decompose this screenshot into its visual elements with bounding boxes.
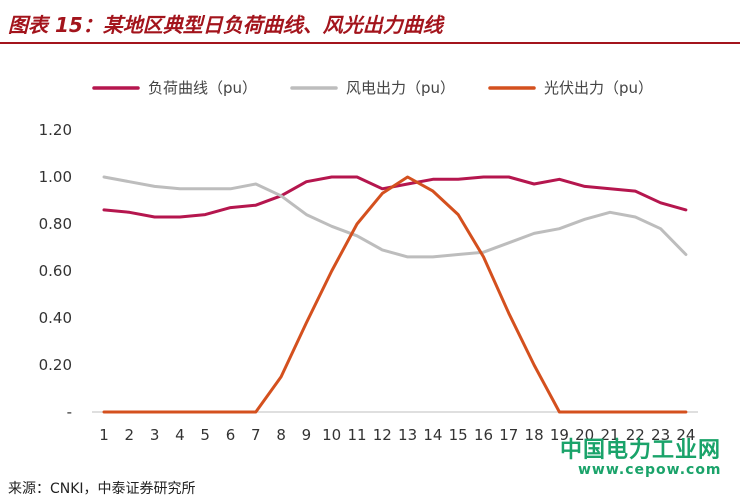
x-tick-label: 12 [373, 426, 392, 444]
y-tick-label: 0.60 [39, 262, 72, 280]
watermark-site-name: 中国电力工业网 [560, 438, 722, 463]
x-tick-label: 5 [200, 426, 210, 444]
x-tick-label: 19 [550, 426, 569, 444]
y-tick-label: 0.80 [39, 215, 72, 233]
x-tick-label: 23 [651, 426, 670, 444]
series-line-2 [102, 175, 688, 259]
watermark-url: www.cepow.com [578, 462, 722, 478]
x-tick-label: 3 [150, 426, 160, 444]
x-tick-label: 2 [125, 426, 135, 444]
x-tick-label: 6 [226, 426, 236, 444]
y-tick-label: - [67, 403, 72, 421]
legend-label-2: 风电出力（pu） [346, 79, 455, 97]
figure-title: 图表 15：某地区典型日负荷曲线、风光出力曲线 [8, 13, 443, 37]
x-tick-label: 11 [347, 426, 366, 444]
x-tick-label: 18 [525, 426, 544, 444]
x-tick-label: 15 [449, 426, 468, 444]
line-chart: -0.200.400.600.801.001.201 2 3 4 5 6 7 8 9 10 11 12… [39, 79, 698, 444]
legend-label-1: 负荷曲线（pu） [148, 79, 257, 97]
y-tick-label: 0.20 [39, 356, 72, 374]
x-tick-label: 16 [474, 426, 493, 444]
legend-label-3: 光伏出力（pu） [544, 79, 653, 97]
title-rule [0, 42, 740, 44]
y-tick-label: 1.00 [39, 168, 72, 186]
x-tick-label: 20 [575, 426, 594, 444]
series-line-1 [102, 175, 688, 219]
x-tick-label: 13 [398, 426, 417, 444]
x-tick-label: 14 [423, 426, 442, 444]
x-tick-label: 22 [626, 426, 645, 444]
source-note: 来源：CNKI，中泰证券研究所 [8, 481, 196, 497]
x-tick-label: 24 [676, 426, 695, 444]
x-tick-label: 21 [600, 426, 619, 444]
x-tick-label: 17 [499, 426, 518, 444]
x-tick-label: 1 [99, 426, 109, 444]
series-line-3 [102, 175, 688, 414]
x-tick-label: 9 [302, 426, 312, 444]
x-tick-label: 10 [322, 426, 341, 444]
y-tick-label: 0.40 [39, 309, 72, 327]
y-tick-label: 1.20 [39, 121, 72, 139]
x-tick-label: 7 [251, 426, 261, 444]
x-tick-label: 4 [175, 426, 185, 444]
x-tick-label: 8 [276, 426, 286, 444]
